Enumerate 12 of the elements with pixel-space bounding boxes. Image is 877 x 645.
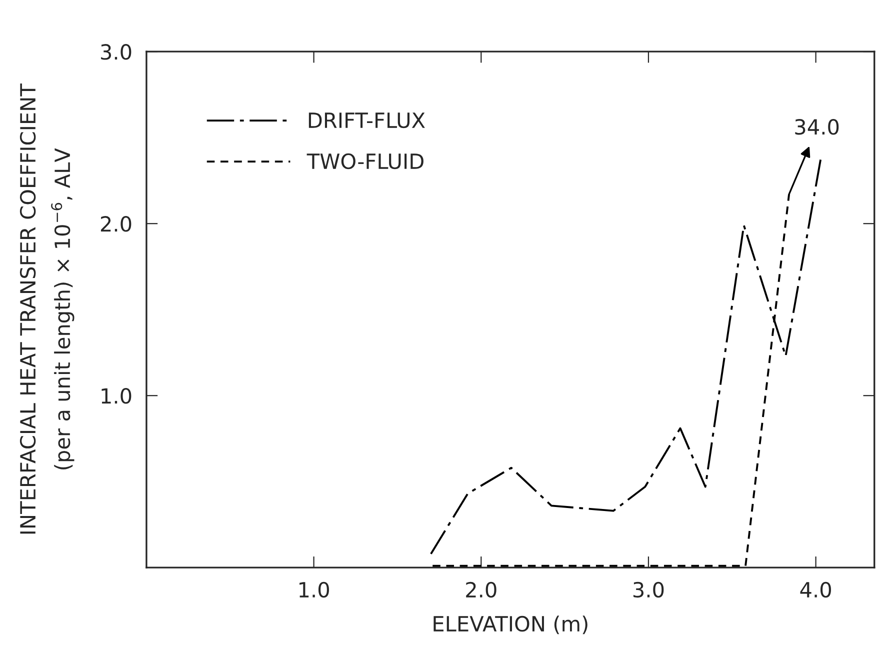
- y-tick-label: 2.0: [100, 216, 132, 232]
- x-tick-label: 1.0: [300, 582, 329, 598]
- y-tick-label: 3.0: [101, 44, 132, 60]
- x-tick-label: 2.0: [466, 582, 496, 598]
- y-axis-title: INTERFACIAL HEAT TRANSFER COEFFICIENT (per a unit length) × 10$^{−6}$, ALV: [20, 83, 74, 534]
- annotation: 34.0: [795, 119, 839, 135]
- x-tick-label: 3.0: [633, 582, 664, 598]
- x-axis-title: ELEVATION (m): [434, 616, 588, 634]
- legend-label: TWO-FLUID: [306, 153, 424, 170]
- x-tick-label: 4.0: [800, 582, 831, 598]
- legend-label: DRIFT-FLUX: [308, 112, 425, 128]
- y-tick-label: 1.0: [102, 388, 132, 404]
